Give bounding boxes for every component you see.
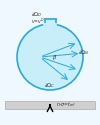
Text: $\partial\Omega_D$: $\partial\Omega_D$ [31, 10, 42, 20]
Text: $\beta$: $\beta$ [52, 52, 57, 62]
Text: $\partial\Omega_C$: $\partial\Omega_C$ [44, 82, 56, 90]
Text: $\partial\Omega_N$: $\partial\Omega_N$ [78, 48, 90, 57]
Text: $n\!\cdot\!\sigma\!=\!t_{ref}$: $n\!\cdot\!\sigma\!=\!t_{ref}$ [56, 100, 76, 109]
Circle shape [17, 24, 83, 90]
Text: $v\!=\!v^D$: $v\!=\!v^D$ [31, 17, 45, 26]
FancyBboxPatch shape [5, 101, 95, 108]
FancyBboxPatch shape [44, 18, 56, 25]
